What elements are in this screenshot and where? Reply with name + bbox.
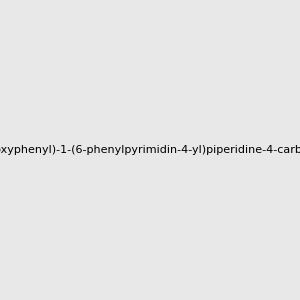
Text: N-(2-ethoxyphenyl)-1-(6-phenylpyrimidin-4-yl)piperidine-4-carboxamide: N-(2-ethoxyphenyl)-1-(6-phenylpyrimidin-… bbox=[0, 145, 300, 155]
